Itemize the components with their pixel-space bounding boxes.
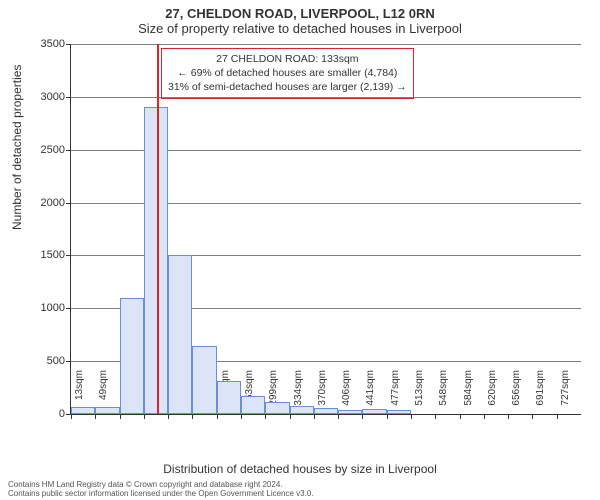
xtick-mark — [95, 414, 96, 419]
ytick-label: 0 — [25, 408, 65, 420]
histogram-bar — [338, 410, 362, 414]
histogram-bar — [362, 409, 386, 414]
histogram-bar — [387, 410, 411, 414]
ytick-mark — [66, 97, 71, 98]
x-axis-label: Distribution of detached houses by size … — [0, 462, 600, 476]
xtick-label: 656sqm — [511, 370, 522, 420]
xtick-mark — [532, 414, 533, 419]
gridline — [71, 44, 581, 45]
histogram-bar — [314, 408, 338, 414]
ytick-mark — [66, 203, 71, 204]
xtick-label: 727sqm — [560, 370, 571, 420]
chart-container: 27 CHELDON ROAD: 133sqm← 69% of detached… — [70, 44, 580, 414]
xtick-mark — [71, 414, 72, 419]
ytick-label: 1000 — [25, 302, 65, 314]
ytick-mark — [66, 255, 71, 256]
gridline — [71, 97, 581, 98]
xtick-mark — [290, 414, 291, 419]
ytick-label: 1500 — [25, 249, 65, 261]
xtick-label: 584sqm — [463, 370, 474, 420]
histogram-bar — [95, 407, 119, 414]
ytick-label: 3000 — [25, 91, 65, 103]
xtick-mark — [217, 414, 218, 419]
ytick-label: 3500 — [25, 38, 65, 50]
footer-line2: Contains public sector information licen… — [8, 489, 314, 498]
xtick-mark — [168, 414, 169, 419]
xtick-mark — [338, 414, 339, 419]
histogram-bar — [265, 402, 289, 414]
xtick-mark — [241, 414, 242, 419]
xtick-mark — [314, 414, 315, 419]
histogram-bar — [71, 407, 95, 414]
ytick-mark — [66, 308, 71, 309]
xtick-mark — [387, 414, 388, 419]
xtick-mark — [192, 414, 193, 419]
xtick-mark — [508, 414, 509, 419]
histogram-bar — [192, 346, 216, 414]
xtick-label: 691sqm — [535, 370, 546, 420]
xtick-label: 620sqm — [487, 370, 498, 420]
ytick-mark — [66, 150, 71, 151]
xtick-mark — [435, 414, 436, 419]
xtick-mark — [411, 414, 412, 419]
histogram-bar — [241, 396, 265, 414]
title-sub: Size of property relative to detached ho… — [0, 21, 600, 40]
xtick-label: 548sqm — [438, 370, 449, 420]
annotation-line: ← 69% of detached houses are smaller (4,… — [168, 66, 407, 80]
annotation-line: 27 CHELDON ROAD: 133sqm — [168, 52, 407, 66]
plot-area: 27 CHELDON ROAD: 133sqm← 69% of detached… — [70, 44, 581, 415]
footer-line1: Contains HM Land Registry data © Crown c… — [8, 480, 314, 489]
xtick-mark — [557, 414, 558, 419]
xtick-mark — [460, 414, 461, 419]
ytick-label: 500 — [25, 355, 65, 367]
xtick-mark — [265, 414, 266, 419]
title-main: 27, CHELDON ROAD, LIVERPOOL, L12 0RN — [0, 0, 600, 21]
ytick-mark — [66, 361, 71, 362]
histogram-bar — [290, 406, 314, 414]
footer-credits: Contains HM Land Registry data © Crown c… — [8, 480, 314, 498]
xtick-mark — [484, 414, 485, 419]
xtick-mark — [362, 414, 363, 419]
ytick-mark — [66, 44, 71, 45]
histogram-bar — [217, 381, 241, 414]
marker-line — [157, 44, 159, 414]
histogram-bar — [168, 255, 192, 414]
ytick-label: 2500 — [25, 144, 65, 156]
annotation-line: 31% of semi-detached houses are larger (… — [168, 80, 407, 94]
ytick-label: 2000 — [25, 197, 65, 209]
xtick-mark — [120, 414, 121, 419]
xtick-mark — [144, 414, 145, 419]
xtick-label: 513sqm — [414, 370, 425, 420]
annotation-box: 27 CHELDON ROAD: 133sqm← 69% of detached… — [161, 48, 414, 99]
y-axis-label: Number of detached properties — [10, 65, 24, 230]
histogram-bar — [120, 298, 144, 414]
